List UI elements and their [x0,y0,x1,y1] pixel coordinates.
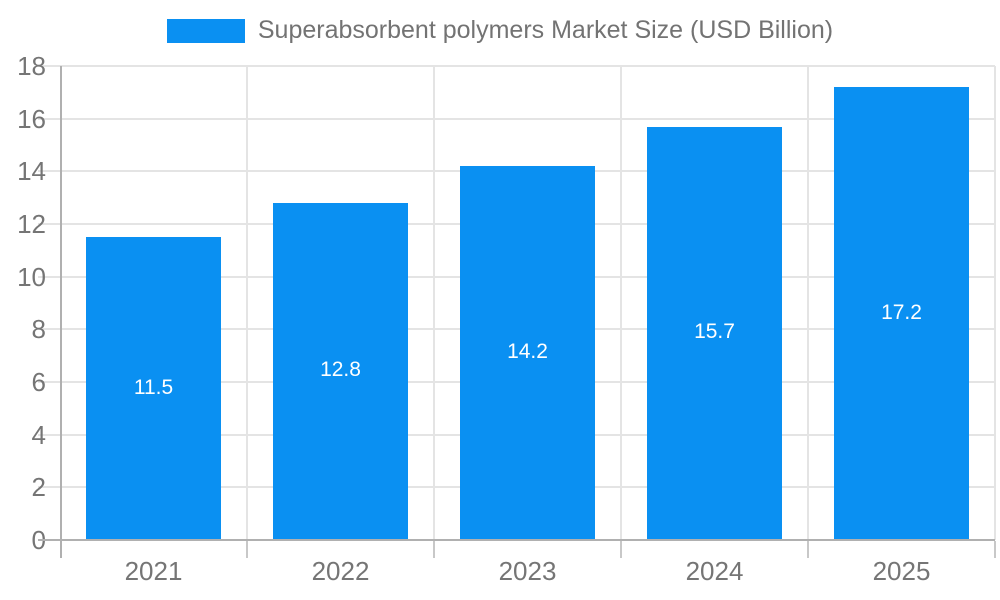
bar-value-label-2021: 11.5 [133,375,174,399]
h-gridline-18 [38,65,995,67]
x-axis-tick-label-2025: 2025 [872,556,931,586]
y-axis-tick-label: 16 [17,103,46,134]
y-axis-tick-label: 18 [17,51,46,81]
x-axis-tick [994,541,996,558]
bar-2021[interactable]: 11.5 [86,237,221,540]
x-axis-tick-label-2023: 2023 [498,556,557,586]
bar-2024[interactable]: 15.7 [647,126,782,540]
x-axis-tick [620,541,622,558]
v-gridline-3 [620,66,622,540]
bar-value-label-2024: 15.7 [694,320,735,344]
y-axis-line [60,66,62,558]
y-axis-tick-label: 2 [31,472,46,503]
y-axis-tick-label: 10 [17,261,46,292]
y-axis-tick-label: 12 [17,209,46,239]
x-axis-tick [246,541,248,558]
h-gridline-16 [38,117,995,120]
x-axis-tick-label-2024: 2024 [685,556,744,586]
x-axis-tick-label-2021: 2021 [124,556,183,586]
v-gridline-4 [807,66,809,540]
legend[interactable]: Superabsorbent polymers Market Size (USD… [0,16,1000,45]
y-axis-tick-label: 14 [17,156,46,187]
legend-swatch [166,18,245,43]
x-axis-tick-label-2022: 2022 [311,556,370,586]
v-gridline-1 [246,66,248,540]
y-axis-tick-label: 8 [31,314,46,345]
bar-value-label-2023: 14.2 [507,340,548,364]
bar-value-label-2022: 12.8 [320,358,361,382]
bar-2023[interactable]: 14.2 [460,166,595,540]
x-axis-line [38,539,995,541]
legend-label: Superabsorbent polymers Market Size (USD… [257,16,834,44]
y-axis-tick-label: 6 [31,367,46,397]
x-axis-tick [807,541,809,558]
bar-2022[interactable]: 12.8 [273,202,408,540]
v-gridline-2 [433,66,435,540]
bar-2025[interactable]: 17.2 [834,87,969,540]
bar-value-label-2025: 17.2 [881,300,922,324]
v-gridline-5 [994,66,996,540]
y-axis-tick-label: 4 [31,419,46,450]
x-axis-tick [433,541,435,558]
plot-area: 11.5 12.8 14.2 15.7 17.2 [38,65,996,558]
